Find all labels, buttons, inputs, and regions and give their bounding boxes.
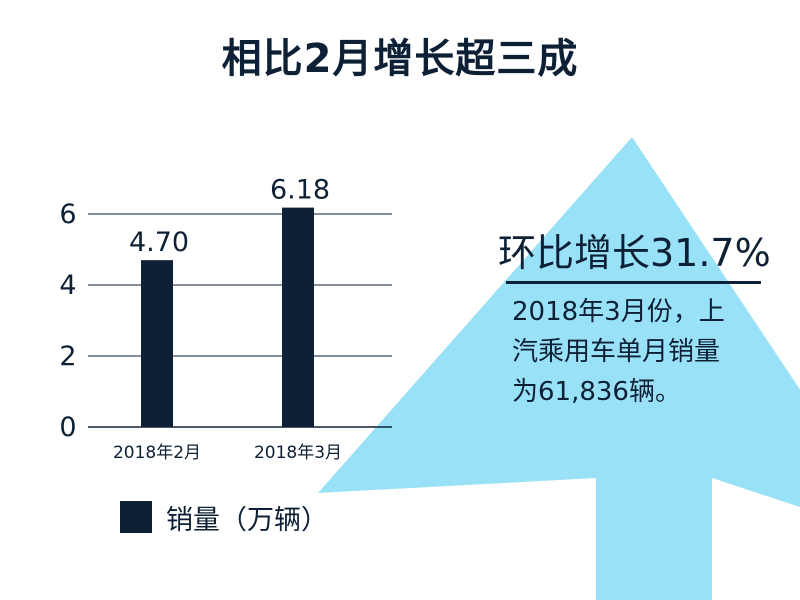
legend-swatch	[120, 501, 152, 533]
x-tick-label: 2018年3月	[254, 443, 342, 463]
callout-line: 汽乘用车单月销量	[512, 337, 721, 367]
chart-legend: 销量（万辆）	[120, 500, 328, 536]
callout-line: 为61,836辆。	[512, 377, 681, 407]
callout-body: 2018年3月份，上 汽乘用车单月销量 为61,836辆。	[512, 292, 762, 412]
y-tick-label: 4	[59, 270, 76, 301]
callout-underline	[506, 281, 761, 284]
bar	[141, 260, 173, 427]
y-tick-label: 6	[59, 199, 76, 230]
page-title: 相比2月增长超三成	[221, 36, 579, 82]
callout-line: 2018年3月份，上	[512, 297, 725, 327]
bar	[282, 207, 314, 427]
y-tick-label: 0	[59, 412, 76, 443]
y-tick-label: 2	[59, 341, 76, 372]
bar-value-label: 6.18	[270, 175, 330, 206]
callout-headline: 环比增长31.7%	[498, 231, 771, 275]
legend-label: 销量（万辆）	[166, 504, 328, 536]
bar-value-label: 4.70	[129, 227, 189, 258]
x-tick-label: 2018年2月	[113, 443, 201, 463]
